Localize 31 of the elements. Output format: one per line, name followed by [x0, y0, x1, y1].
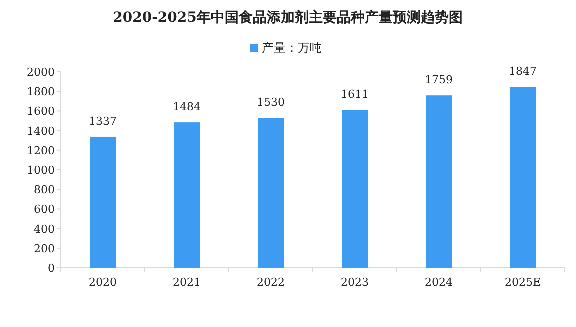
- y-tick-label: 600: [34, 203, 55, 216]
- x-tick-label: 2022: [257, 276, 285, 289]
- y-tick-label: 1200: [27, 144, 55, 158]
- data-label: 1337: [89, 114, 117, 128]
- bar: [510, 86, 536, 268]
- bar: [426, 96, 452, 268]
- data-label: 1611: [341, 88, 369, 102]
- x-tick-label: 2025E: [504, 276, 542, 289]
- x-tick-label: 2023: [341, 276, 369, 289]
- x-tick-label: 2024: [425, 276, 453, 289]
- bar: [174, 122, 200, 268]
- y-tick-label: 800: [34, 184, 55, 197]
- y-tick-label: 400: [34, 222, 55, 236]
- data-label: 1847: [509, 64, 537, 78]
- bar: [342, 110, 368, 268]
- y-tick-label: 1800: [27, 86, 55, 99]
- x-tick-label: 2020: [89, 276, 117, 289]
- bar: [258, 118, 284, 268]
- legend-label: 产量：万吨: [262, 41, 322, 55]
- data-label: 1484: [173, 100, 201, 114]
- bar: [90, 136, 116, 268]
- chart-title: 2020-2025年中国食品添加剂主要品种产量预测趋势图: [113, 9, 463, 26]
- y-tick-label: 1000: [27, 164, 55, 177]
- y-tick-label: 0: [48, 262, 55, 275]
- data-label: 1759: [425, 74, 453, 87]
- y-tick-label: 1400: [27, 124, 55, 138]
- y-tick-label: 2000: [27, 66, 55, 79]
- y-tick-label: 1600: [27, 105, 55, 118]
- y-tick-label: 200: [34, 242, 55, 256]
- x-tick-label: 2021: [173, 276, 201, 289]
- data-label: 1530: [257, 96, 285, 110]
